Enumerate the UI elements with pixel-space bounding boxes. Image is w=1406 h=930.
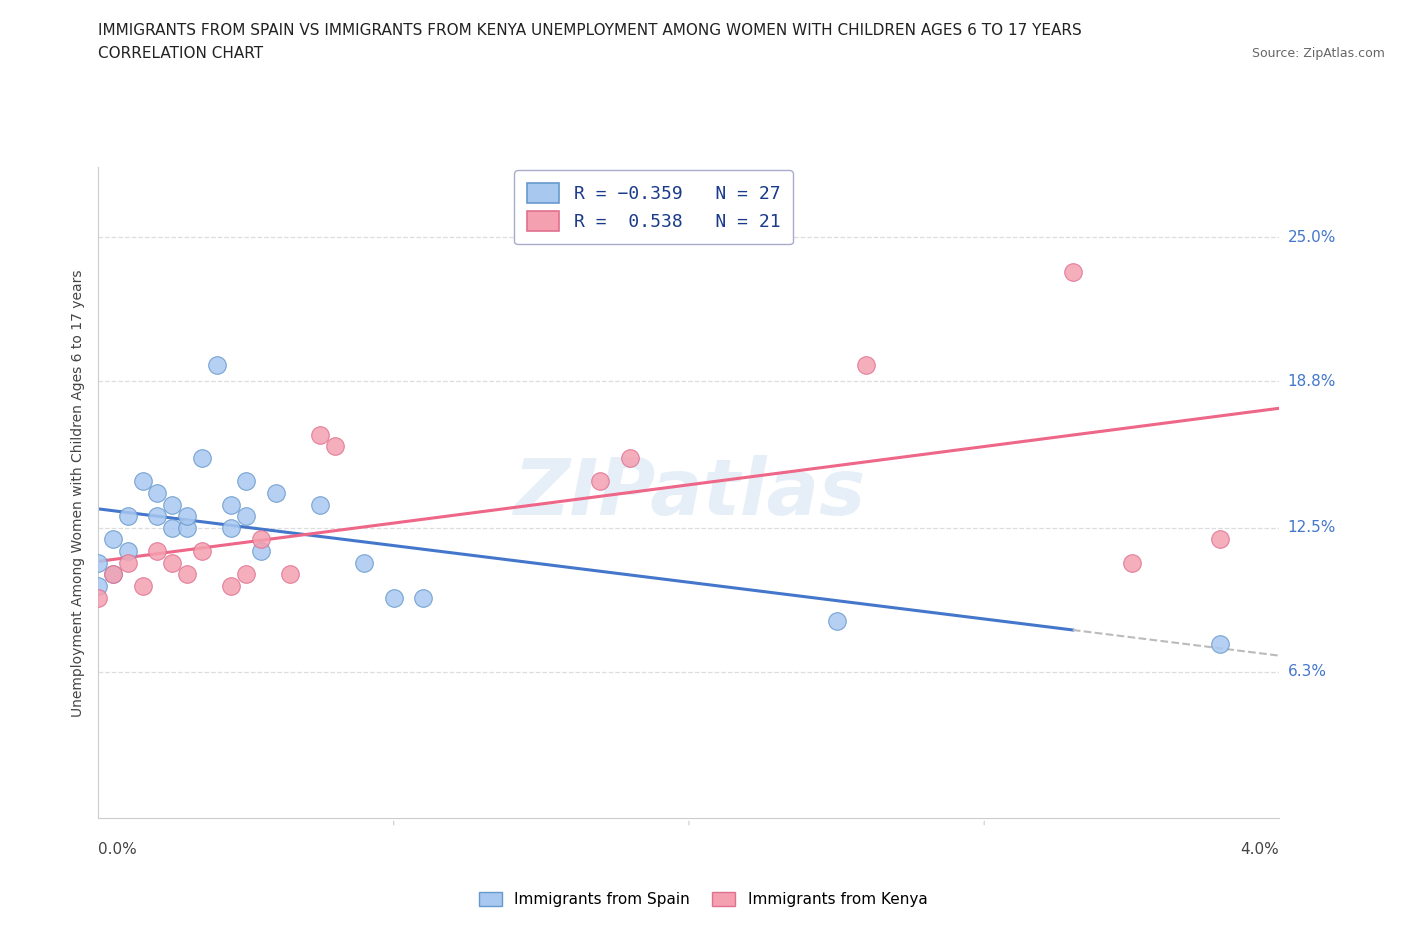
Point [219, 498, 242, 512]
Text: 18.8%: 18.8% [1288, 374, 1336, 389]
Point [353, 555, 375, 570]
Point [117, 543, 139, 558]
Point [264, 485, 287, 500]
Point [235, 509, 257, 524]
Point [103, 532, 125, 547]
Text: 12.5%: 12.5% [1288, 520, 1336, 536]
Text: Source: ZipAtlas.com: Source: ZipAtlas.com [1251, 46, 1385, 60]
Legend: R = −0.359   N = 27, R =  0.538   N = 21: R = −0.359 N = 27, R = 0.538 N = 21 [515, 170, 793, 245]
Point [103, 567, 125, 582]
Point [235, 567, 257, 582]
Point [412, 591, 434, 605]
Point [250, 543, 273, 558]
Point [825, 614, 848, 629]
Point [278, 567, 301, 582]
Point [176, 521, 198, 536]
Point [1062, 265, 1084, 280]
Point [146, 509, 169, 524]
Point [1209, 637, 1232, 652]
Point [146, 485, 169, 500]
Point [219, 578, 242, 593]
Text: IMMIGRANTS FROM SPAIN VS IMMIGRANTS FROM KENYA UNEMPLOYMENT AMONG WOMEN WITH CHI: IMMIGRANTS FROM SPAIN VS IMMIGRANTS FROM… [98, 23, 1083, 38]
Point [117, 509, 139, 524]
Point [190, 451, 214, 466]
Text: ZIPatlas: ZIPatlas [513, 455, 865, 531]
Point [117, 555, 139, 570]
Point [162, 555, 183, 570]
Text: 0.0%: 0.0% [98, 842, 138, 857]
Point [308, 428, 332, 443]
Y-axis label: Unemployment Among Women with Children Ages 6 to 17 years: Unemployment Among Women with Children A… [70, 269, 84, 717]
Point [619, 451, 641, 466]
Point [323, 439, 346, 454]
Point [146, 543, 169, 558]
Point [219, 521, 242, 536]
Text: 6.3%: 6.3% [1288, 664, 1327, 680]
Point [87, 591, 110, 605]
Point [308, 498, 332, 512]
Point [132, 474, 155, 489]
Point [162, 498, 183, 512]
Text: 4.0%: 4.0% [1240, 842, 1279, 857]
Point [1209, 532, 1232, 547]
Point [205, 358, 228, 373]
Text: 25.0%: 25.0% [1288, 230, 1336, 245]
Point [87, 555, 110, 570]
Point [250, 532, 273, 547]
Point [87, 578, 110, 593]
Point [382, 591, 405, 605]
Point [235, 474, 257, 489]
Point [103, 567, 125, 582]
Point [132, 578, 155, 593]
Point [162, 521, 183, 536]
Point [855, 358, 877, 373]
Point [190, 543, 214, 558]
Point [1121, 555, 1143, 570]
Text: CORRELATION CHART: CORRELATION CHART [98, 46, 263, 61]
Legend: Immigrants from Spain, Immigrants from Kenya: Immigrants from Spain, Immigrants from K… [472, 885, 934, 913]
Point [589, 474, 612, 489]
Point [176, 509, 198, 524]
Point [176, 567, 198, 582]
